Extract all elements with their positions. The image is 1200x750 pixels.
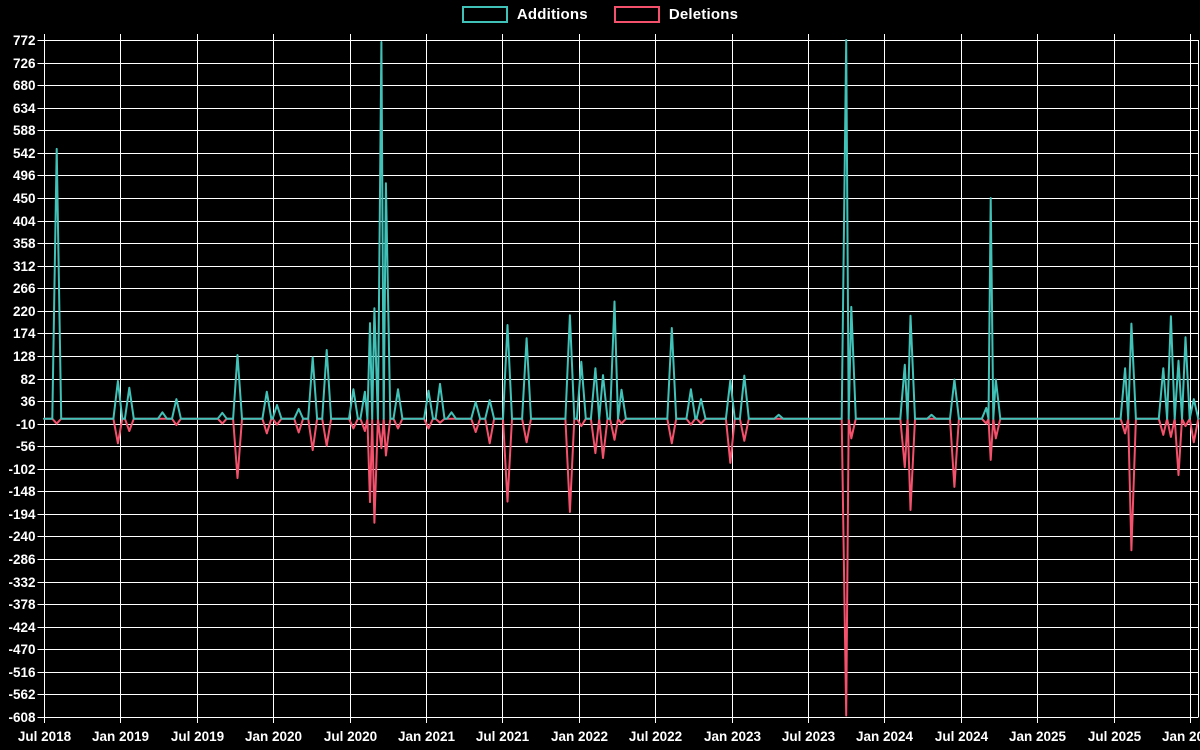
y-tick-label: -608: [8, 710, 36, 725]
x-tick-label: Jan 2025: [1009, 729, 1067, 744]
y-tick-label: 542: [13, 146, 36, 161]
legend-item-additions[interactable]: Additions: [461, 6, 588, 23]
y-tick-label: -378: [8, 597, 36, 612]
deletions-swatch-icon: [613, 6, 660, 23]
y-tick-label: -516: [8, 665, 36, 680]
x-tick-label: Jul 2024: [935, 729, 989, 744]
x-tick-label: Jul 2025: [1088, 729, 1142, 744]
y-tick-label: 496: [13, 168, 36, 183]
y-tick-label: 358: [13, 236, 36, 251]
y-tick-label: -56: [16, 439, 36, 454]
x-tick-label: Jan 2021: [398, 729, 456, 744]
legend-label-additions: Additions: [516, 6, 588, 23]
y-tick-label: -102: [8, 462, 35, 477]
y-tick-label: 680: [13, 78, 36, 93]
legend-label-deletions: Deletions: [668, 6, 739, 23]
x-tick-label: Jul 2020: [324, 729, 377, 744]
y-tick-label: 450: [13, 191, 36, 206]
y-tick-label: 404: [13, 214, 36, 229]
deletions-line: [43, 417, 1200, 717]
y-tick-label: -240: [8, 529, 35, 544]
y-tick-label: 726: [13, 56, 36, 71]
y-tick-label: -424: [8, 620, 36, 635]
y-tick-label: -562: [8, 687, 35, 702]
chart-legend: Additions Deletions: [0, 6, 1200, 23]
y-tick-label: -148: [8, 484, 36, 499]
x-tick-label: Jul 2018: [18, 729, 72, 744]
x-tick-label: Jul 2021: [476, 729, 530, 744]
x-tick-label: Jan 2020: [245, 729, 302, 744]
x-tick-label: Jan 2024: [856, 729, 914, 744]
y-tick-label: -286: [8, 552, 36, 567]
y-tick-label: 82: [20, 372, 35, 387]
y-tick-label: -194: [8, 507, 36, 522]
additions-swatch-icon: [461, 6, 508, 23]
y-tick-label: -10: [16, 417, 36, 432]
x-tick-label: Jul 2019: [171, 729, 224, 744]
y-tick-label: 266: [13, 281, 36, 296]
y-tick-label: 36: [20, 394, 36, 409]
x-tick-label: Jan 2019: [92, 729, 149, 744]
y-tick-label: 634: [13, 101, 36, 116]
y-tick-label: 312: [13, 259, 36, 274]
y-tick-label: 174: [13, 326, 36, 341]
legend-item-deletions[interactable]: Deletions: [613, 6, 739, 23]
additions-line: [43, 39, 1200, 420]
y-tick-label: 772: [13, 33, 36, 48]
y-tick-label: 128: [13, 349, 36, 364]
x-tick-label: Jan 2023: [704, 729, 762, 744]
x-tick-label: Jul 2022: [629, 729, 682, 744]
y-tick-label: 588: [13, 123, 36, 138]
x-tick-label: Jan 2022: [551, 729, 608, 744]
y-tick-label: 220: [13, 304, 36, 319]
y-tick-label: -332: [8, 575, 35, 590]
x-tick-label: Jan 2026: [1162, 729, 1200, 744]
x-tick-label: Jul 2023: [782, 729, 836, 744]
y-tick-label: -470: [8, 642, 35, 657]
